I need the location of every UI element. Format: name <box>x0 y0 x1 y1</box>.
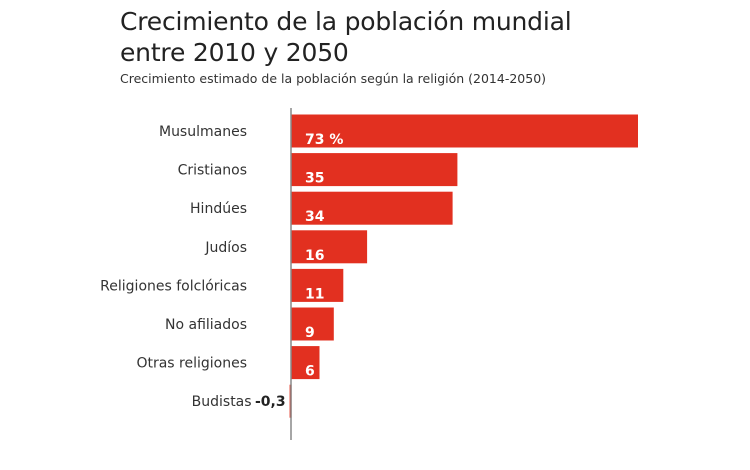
category-label-3: Judíos <box>204 240 247 256</box>
value-label-0: 73 % <box>305 132 343 148</box>
category-label-6: Otras religiones <box>136 356 247 372</box>
value-label-6: 6 <box>305 364 315 380</box>
category-label-2: Hindúes <box>190 201 247 217</box>
category-label-7: Budistas <box>192 394 252 410</box>
chart-title-line-1: Crecimiento de la población mundial <box>120 7 572 36</box>
bar-2 <box>291 191 453 225</box>
bar-3 <box>291 230 368 264</box>
value-label-2: 34 <box>305 209 325 225</box>
category-label-1: Cristianos <box>178 163 247 179</box>
chart-title: Crecimiento de la población mundial entr… <box>120 6 572 68</box>
category-label-0: Musulmanes <box>159 124 247 140</box>
category-label-4: Religiones folclóricas <box>100 278 247 294</box>
chart-subtitle: Crecimiento estimado de la población seg… <box>120 71 547 86</box>
bar-6 <box>291 346 320 380</box>
value-label-1: 35 <box>305 171 324 187</box>
value-label-5: 9 <box>305 325 315 341</box>
category-label-5: No afiliados <box>165 317 247 333</box>
chart-title-line-2: entre 2010 y 2050 <box>120 38 349 67</box>
bars-group: Musulmanes 73 % Cristianos 35 Hindúes 34 Judío… <box>100 114 638 418</box>
bar-4 <box>291 268 344 302</box>
bar-1 <box>291 153 458 187</box>
value-label-7: -0,3 <box>255 394 286 410</box>
bar-0 <box>291 114 638 148</box>
value-label-3: 16 <box>305 248 324 264</box>
value-label-4: 11 <box>305 286 324 302</box>
bar-5 <box>291 307 334 341</box>
